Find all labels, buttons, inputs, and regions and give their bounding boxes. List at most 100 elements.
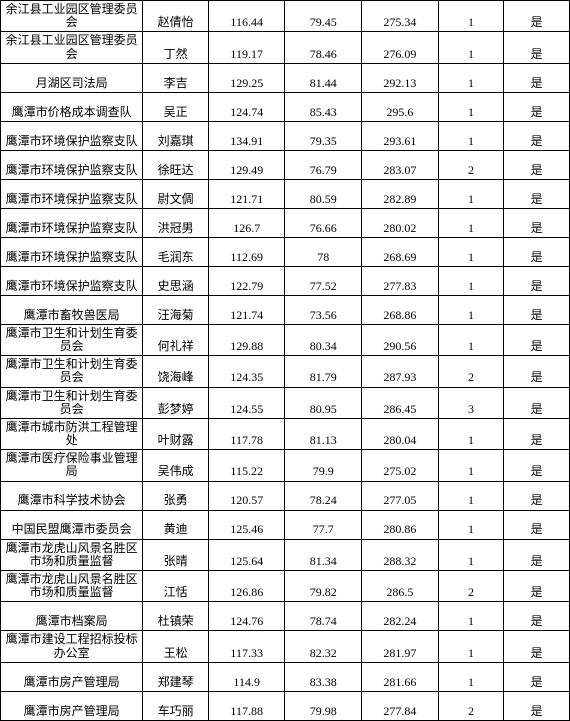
cell-n4: 1 — [438, 266, 504, 295]
cell-org: 余江县工业园区管理委员会 — [1, 32, 143, 63]
cell-org: 鹰潭市房产管理局 — [1, 691, 143, 720]
cell-name: 洪冠男 — [143, 208, 209, 237]
cell-n4: 1 — [438, 32, 504, 63]
cell-n1: 117.78 — [208, 418, 285, 449]
table-row: 鹰潭市龙虎山风景名胜区市场和质量监督张晴125.6481.34288.321是 — [1, 539, 570, 570]
cell-org: 鹰潭市卫生和计划生育委员会 — [1, 356, 143, 387]
cell-n4: 1 — [438, 631, 504, 662]
cell-n2: 78.74 — [285, 602, 362, 631]
cell-n1: 125.46 — [208, 510, 285, 539]
cell-n3: 281.66 — [362, 662, 439, 691]
cell-n3: 275.02 — [362, 450, 439, 481]
cell-org: 鹰潭市档案局 — [1, 602, 143, 631]
table-row: 鹰潭市环境保护监察支队徐旺达129.4976.79283.072是 — [1, 150, 570, 179]
cell-n1: 119.17 — [208, 32, 285, 63]
cell-org: 鹰潭市卫生和计划生育委员会 — [1, 324, 143, 355]
cell-n4: 1 — [438, 418, 504, 449]
cell-n2: 80.95 — [285, 387, 362, 418]
cell-n3: 277.83 — [362, 266, 439, 295]
table-row: 鹰潭市卫生和计划生育委员会何礼祥129.8880.34290.561是 — [1, 324, 570, 355]
cell-n4: 1 — [438, 602, 504, 631]
cell-n4: 2 — [438, 150, 504, 179]
cell-org: 鹰潭市环境保护监察支队 — [1, 266, 143, 295]
cell-org: 余江县工业园区管理委员会 — [1, 1, 143, 32]
cell-yes: 是 — [504, 295, 570, 324]
cell-yes: 是 — [504, 571, 570, 602]
cell-yes: 是 — [504, 510, 570, 539]
cell-n3: 268.86 — [362, 295, 439, 324]
cell-name: 王松 — [143, 631, 209, 662]
cell-n1: 129.88 — [208, 324, 285, 355]
cell-n1: 112.69 — [208, 237, 285, 266]
cell-name: 丁然 — [143, 32, 209, 63]
table-row: 鹰潭市环境保护监察支队尉文倜121.7180.59282.891是 — [1, 179, 570, 208]
cell-n2: 79.9 — [285, 450, 362, 481]
cell-n3: 282.24 — [362, 602, 439, 631]
cell-n1: 124.35 — [208, 356, 285, 387]
cell-n2: 78.46 — [285, 32, 362, 63]
cell-n2: 79.45 — [285, 1, 362, 32]
cell-n4: 1 — [438, 92, 504, 121]
cell-name: 杜镇荣 — [143, 602, 209, 631]
cell-org: 鹰潭市龙虎山风景名胜区市场和质量监督 — [1, 539, 143, 570]
cell-n2: 81.13 — [285, 418, 362, 449]
cell-n2: 76.66 — [285, 208, 362, 237]
cell-yes: 是 — [504, 150, 570, 179]
cell-n2: 82.32 — [285, 631, 362, 662]
cell-org: 中国民盟鹰潭市委员会 — [1, 510, 143, 539]
cell-n2: 81.79 — [285, 356, 362, 387]
cell-n3: 286.5 — [362, 571, 439, 602]
cell-yes: 是 — [504, 208, 570, 237]
cell-yes: 是 — [504, 32, 570, 63]
table-row: 鹰潭市房产管理局车巧丽117.8879.98277.842是 — [1, 691, 570, 720]
cell-n2: 83.38 — [285, 662, 362, 691]
table-row: 鹰潭市卫生和计划生育委员会饶海峰124.3581.79287.932是 — [1, 356, 570, 387]
cell-org: 鹰潭市城市防洪工程管理处 — [1, 418, 143, 449]
cell-n4: 2 — [438, 356, 504, 387]
cell-n2: 81.34 — [285, 539, 362, 570]
cell-n4: 2 — [438, 571, 504, 602]
cell-n2: 77.52 — [285, 266, 362, 295]
table-row: 鹰潭市医疗保险事业管理局吴伟成115.2279.9275.021是 — [1, 450, 570, 481]
cell-n1: 116.44 — [208, 1, 285, 32]
cell-n1: 124.74 — [208, 92, 285, 121]
cell-n1: 134.91 — [208, 121, 285, 150]
cell-n3: 288.32 — [362, 539, 439, 570]
cell-name: 赵倩怡 — [143, 1, 209, 32]
cell-name: 李吉 — [143, 63, 209, 92]
cell-n1: 129.49 — [208, 150, 285, 179]
cell-yes: 是 — [504, 418, 570, 449]
table-body: 余江县工业园区管理委员会赵倩怡116.4479.45275.341是余江县工业园… — [1, 1, 570, 721]
cell-n2: 76.79 — [285, 150, 362, 179]
cell-n3: 282.89 — [362, 179, 439, 208]
table-row: 鹰潭市城市防洪工程管理处叶财露117.7881.13280.041是 — [1, 418, 570, 449]
cell-org: 鹰潭市畜牧兽医局 — [1, 295, 143, 324]
cell-n3: 281.97 — [362, 631, 439, 662]
cell-n1: 115.22 — [208, 450, 285, 481]
cell-name: 江恬 — [143, 571, 209, 602]
cell-name: 郑建琴 — [143, 662, 209, 691]
cell-n2: 77.7 — [285, 510, 362, 539]
cell-n4: 1 — [438, 539, 504, 570]
cell-yes: 是 — [504, 266, 570, 295]
cell-org: 鹰潭市科学技术协会 — [1, 481, 143, 510]
cell-name: 何礼祥 — [143, 324, 209, 355]
cell-name: 叶财露 — [143, 418, 209, 449]
cell-yes: 是 — [504, 539, 570, 570]
cell-n2: 73.56 — [285, 295, 362, 324]
cell-n3: 290.56 — [362, 324, 439, 355]
cell-n2: 81.44 — [285, 63, 362, 92]
cell-n3: 292.13 — [362, 63, 439, 92]
cell-name: 尉文倜 — [143, 179, 209, 208]
cell-yes: 是 — [504, 602, 570, 631]
cell-n2: 79.82 — [285, 571, 362, 602]
cell-n4: 3 — [438, 387, 504, 418]
cell-org: 月湖区司法局 — [1, 63, 143, 92]
cell-n3: 280.86 — [362, 510, 439, 539]
cell-org: 鹰潭市环境保护监察支队 — [1, 208, 143, 237]
cell-org: 鹰潭市环境保护监察支队 — [1, 121, 143, 150]
cell-n4: 1 — [438, 295, 504, 324]
cell-n2: 80.34 — [285, 324, 362, 355]
table-row: 鹰潭市环境保护监察支队刘嘉琪134.9179.35293.611是 — [1, 121, 570, 150]
table-row: 鹰潭市卫生和计划生育委员会彭梦婷124.5580.95286.453是 — [1, 387, 570, 418]
